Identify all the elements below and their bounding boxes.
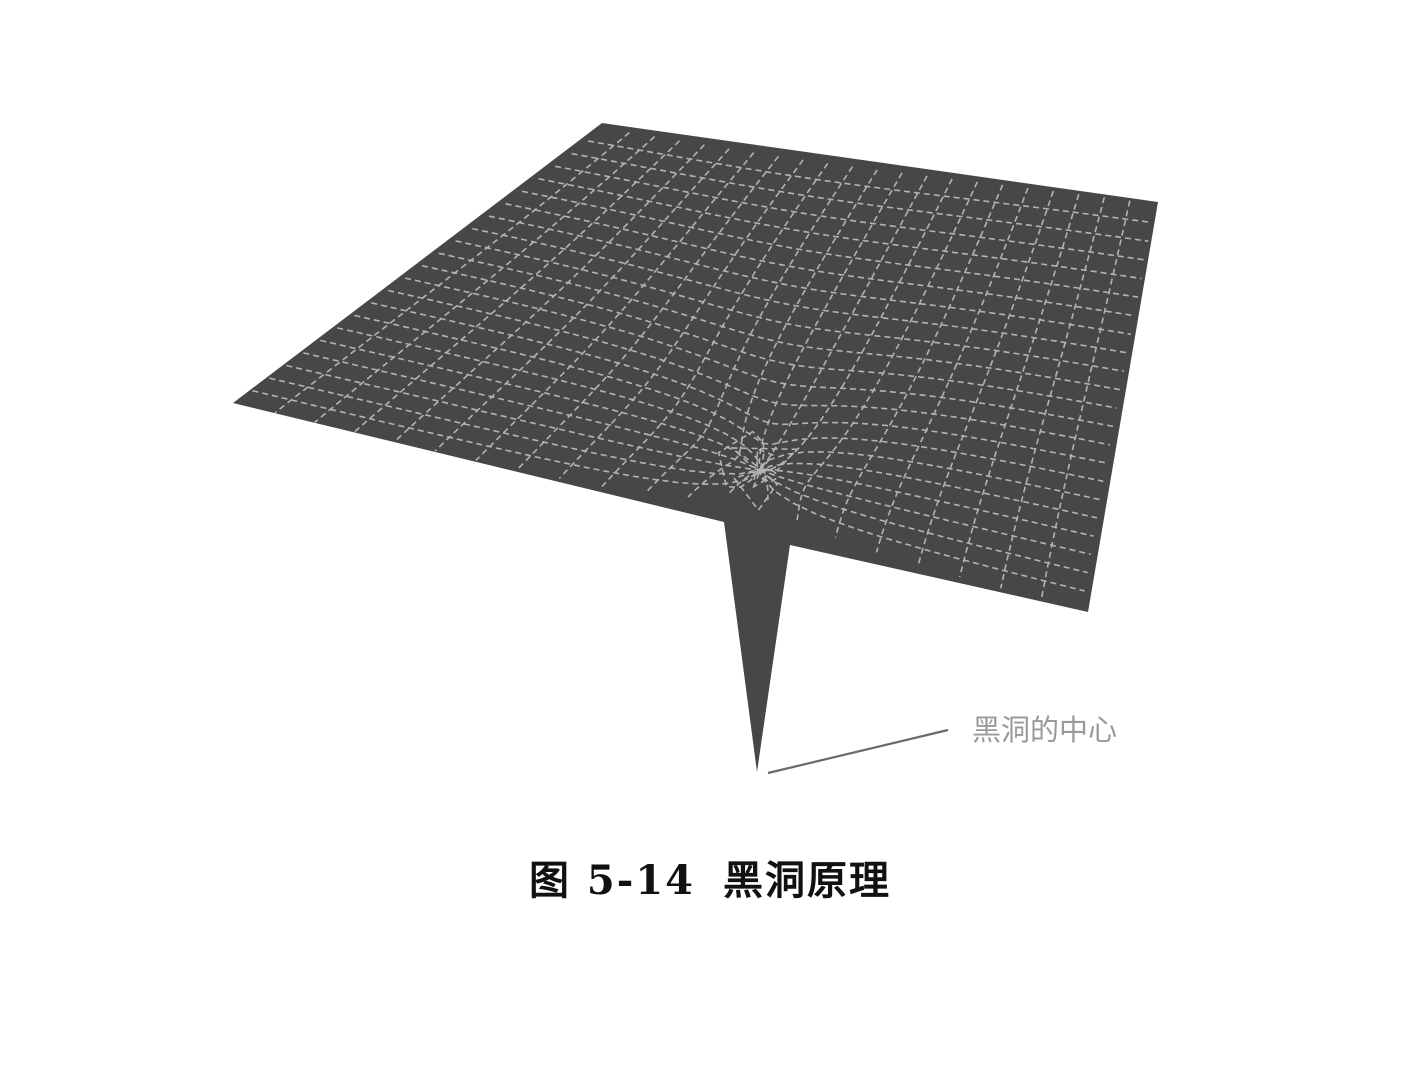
figure-caption: 图 5-14 黑洞原理 (0, 848, 1420, 906)
grid-line (538, 178, 1142, 280)
grid-line (388, 289, 1111, 446)
grid-line (354, 314, 1104, 483)
grid-line (434, 148, 730, 452)
grid-line (958, 193, 1080, 578)
grid-line (760, 178, 953, 501)
grid-line (320, 339, 1098, 519)
grid-line (687, 169, 878, 498)
figure-title: 黑洞原理 (723, 857, 892, 904)
grid-line (353, 140, 681, 433)
grid-line (269, 377, 1088, 574)
grid-line (286, 364, 1091, 556)
grid-line (472, 227, 1128, 354)
grid-line (314, 136, 656, 424)
grid-line (303, 352, 1094, 537)
grid-line (455, 240, 1124, 372)
grid-line (421, 264, 1117, 409)
grid-line (438, 252, 1121, 391)
grid-line (717, 175, 928, 491)
grid-line (252, 389, 1085, 592)
center-leader-line (767, 728, 949, 775)
grid-line (475, 152, 755, 461)
grid-line (516, 155, 780, 471)
grid-line (834, 184, 1004, 538)
grid-line (558, 159, 804, 479)
grid-line (488, 215, 1131, 336)
grid-line (571, 152, 1149, 242)
black-hole-center-label: 黑洞的中心 (972, 713, 1117, 747)
grid-line (371, 302, 1107, 464)
spacetime-grid (252, 131, 1152, 600)
grid-line (1040, 200, 1131, 600)
figure-number: 图 5-14 (528, 857, 696, 904)
grid-line (337, 327, 1101, 501)
grid-line (587, 140, 1152, 224)
grid-line (554, 165, 1146, 261)
grid-line (521, 190, 1139, 298)
